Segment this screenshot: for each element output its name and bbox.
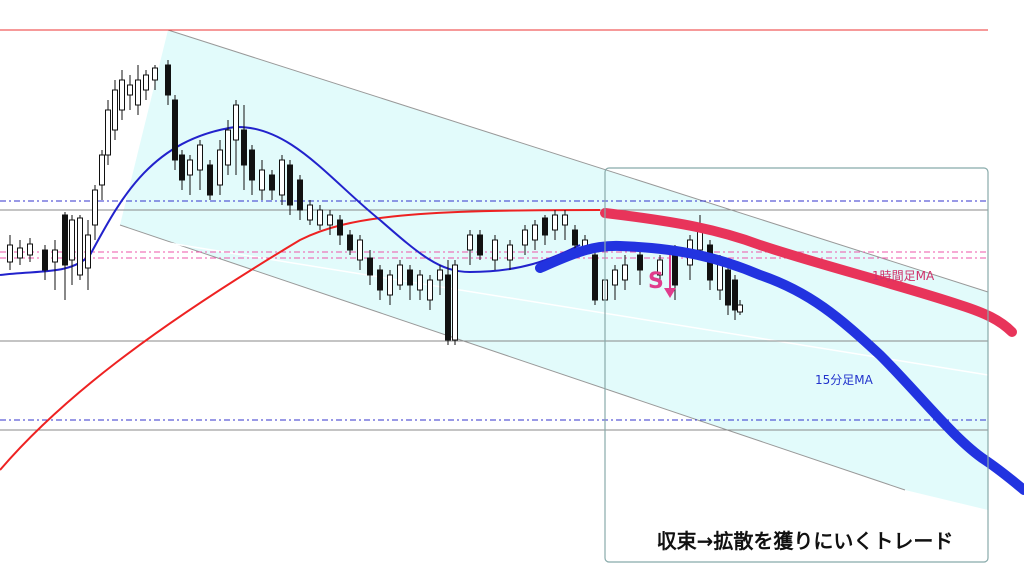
candle-body (225, 129, 231, 166)
channel-upper (167, 29, 989, 293)
candle-body (507, 244, 513, 261)
candle-body (135, 79, 141, 106)
candle-body (152, 67, 158, 81)
candle-body (552, 214, 558, 231)
candle-body (143, 74, 149, 91)
candle-body (27, 243, 33, 256)
signal-arrow-head (664, 288, 676, 298)
candle-body (119, 79, 125, 111)
candle-body (522, 229, 528, 246)
candle-body (612, 269, 618, 286)
candle-body (452, 264, 458, 341)
candle-body (197, 144, 203, 171)
focus-box (604, 167, 989, 563)
candle-body (657, 259, 663, 276)
candle-body (417, 274, 423, 291)
candle-body (637, 254, 643, 271)
candle-body (467, 234, 473, 251)
candle-body (99, 154, 105, 186)
channel-mid (149, 239, 989, 376)
candle-body (437, 269, 443, 281)
candle-body (327, 214, 333, 226)
candle-body (52, 249, 58, 263)
candle-body (259, 169, 265, 191)
caption: 収束→拡散を獲りにいくトレード (657, 529, 954, 553)
candle-body (241, 129, 247, 166)
candle-body (407, 269, 413, 286)
signal-label: S (648, 269, 664, 294)
candle-body (572, 229, 578, 246)
candle-body (69, 219, 75, 261)
candle-body (279, 159, 285, 196)
candle-body (297, 179, 303, 211)
candle-body (622, 264, 628, 281)
candle-body (42, 249, 48, 271)
candle-body (105, 109, 111, 156)
candle-body (92, 189, 98, 226)
candle-body (542, 217, 548, 236)
channel-fill (120, 30, 988, 510)
candle-body (317, 209, 323, 226)
candle-body (357, 239, 363, 261)
hourly-ma-label: 1時間足MA (872, 269, 935, 283)
candle-body (367, 257, 373, 276)
candle-body (732, 279, 738, 311)
candle-body (387, 274, 393, 296)
candle-body (112, 89, 118, 131)
candle-body (347, 234, 353, 251)
candle-body (187, 159, 193, 176)
candle-body (492, 239, 498, 261)
candle-body (62, 214, 68, 266)
candle-body (172, 99, 178, 161)
candle-body (592, 254, 598, 301)
candle-body (737, 304, 743, 313)
candle-body (532, 224, 538, 241)
ma15-label: 15分足MA (815, 373, 874, 387)
candle-body (307, 204, 313, 221)
candle-body (717, 264, 723, 291)
candle-body (207, 164, 213, 196)
candle-body (165, 64, 171, 96)
candle-body (377, 269, 383, 291)
candle-body (397, 264, 403, 286)
candle-body (17, 247, 23, 259)
candle-body (233, 104, 239, 141)
candle-body (287, 164, 293, 206)
candle-body (337, 219, 343, 236)
candle-body (269, 174, 275, 191)
candle-body (127, 84, 133, 96)
candle-body (562, 214, 568, 226)
ma15-projection (535, 240, 1024, 495)
candle-body (7, 244, 13, 263)
candle-body (85, 234, 91, 269)
candle-body (179, 154, 185, 181)
hourly-ma-line (0, 209, 601, 471)
candle-body (249, 149, 255, 181)
candle-body (445, 274, 451, 341)
candle-body (477, 234, 483, 256)
candle-body (77, 217, 83, 276)
candle-body (427, 279, 433, 301)
candle-body (725, 269, 731, 306)
candle-body (217, 149, 223, 186)
hourly-ma-projection (600, 208, 1017, 337)
